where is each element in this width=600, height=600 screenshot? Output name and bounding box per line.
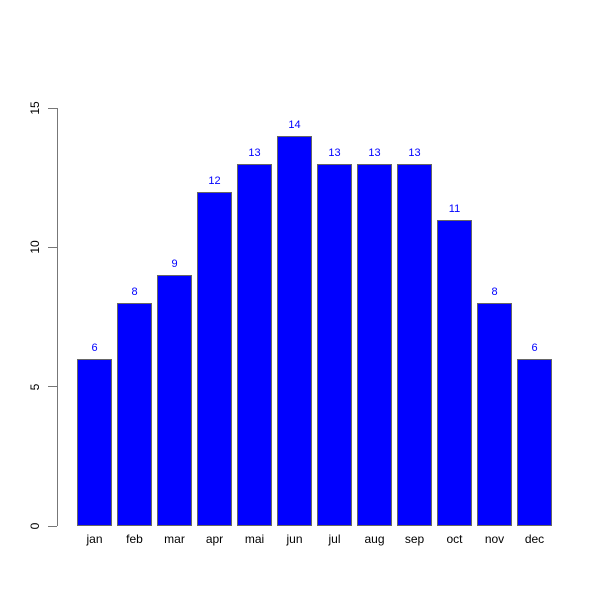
bar-value-label-oct: 11 bbox=[448, 202, 461, 215]
y-tick-mark-5 bbox=[48, 386, 57, 388]
x-tick-label-jan: jan bbox=[86, 532, 103, 546]
y-tick-label-5: 5 bbox=[28, 383, 42, 391]
bar-apr bbox=[197, 191, 232, 526]
bar-mar bbox=[157, 275, 192, 526]
plot-area: 6 8 9 12 13 14 13 13 13 11 8 6 bbox=[58, 108, 552, 526]
x-tick-label-oct: oct bbox=[446, 532, 463, 546]
y-tick-label-0: 0 bbox=[28, 522, 42, 530]
bar-value-label-mar: 9 bbox=[171, 258, 178, 271]
x-tick-label-aug: aug bbox=[364, 532, 385, 546]
bar-value-label-nov: 8 bbox=[491, 286, 498, 299]
bar-nov bbox=[477, 303, 512, 526]
bar-value-label-dec: 6 bbox=[531, 341, 538, 354]
y-tick-label-10: 10 bbox=[28, 240, 42, 254]
bar-value-label-feb: 8 bbox=[131, 286, 138, 299]
bar-aug bbox=[357, 163, 392, 526]
bar-mai bbox=[237, 163, 272, 526]
x-tick-label-apr: apr bbox=[205, 532, 224, 546]
x-tick-label-feb: feb bbox=[126, 532, 143, 546]
y-tick-mark-10 bbox=[48, 246, 57, 248]
bar-oct bbox=[437, 219, 472, 526]
bar-value-label-jan: 6 bbox=[91, 341, 98, 354]
bar-value-label-jun: 14 bbox=[288, 118, 301, 131]
bar-value-label-sep: 13 bbox=[408, 146, 421, 159]
x-tick-label-jun: jun bbox=[286, 532, 303, 546]
bar-jul bbox=[317, 163, 352, 526]
bar-value-label-apr: 12 bbox=[208, 174, 221, 187]
x-tick-label-mar: mar bbox=[164, 532, 185, 546]
bar-dec bbox=[517, 358, 552, 526]
x-tick-label-sep: sep bbox=[404, 532, 425, 546]
y-tick-label-15: 15 bbox=[28, 101, 42, 115]
x-tick-label-dec: dec bbox=[524, 532, 545, 546]
bar-jan bbox=[77, 358, 112, 526]
y-axis-line bbox=[57, 108, 58, 526]
bar-sep bbox=[397, 163, 432, 526]
y-tick-mark-0 bbox=[48, 525, 57, 527]
bar-value-label-aug: 13 bbox=[368, 146, 381, 159]
x-tick-label-nov: nov bbox=[484, 532, 505, 546]
y-tick-mark-15 bbox=[48, 107, 57, 109]
bar-feb bbox=[117, 303, 152, 526]
x-tick-label-mai: mai bbox=[244, 532, 265, 546]
x-tick-label-jul: jul bbox=[328, 532, 341, 546]
bar-jun bbox=[277, 135, 312, 526]
bar-value-label-jul: 13 bbox=[328, 146, 341, 159]
bar-value-label-mai: 13 bbox=[248, 146, 261, 159]
